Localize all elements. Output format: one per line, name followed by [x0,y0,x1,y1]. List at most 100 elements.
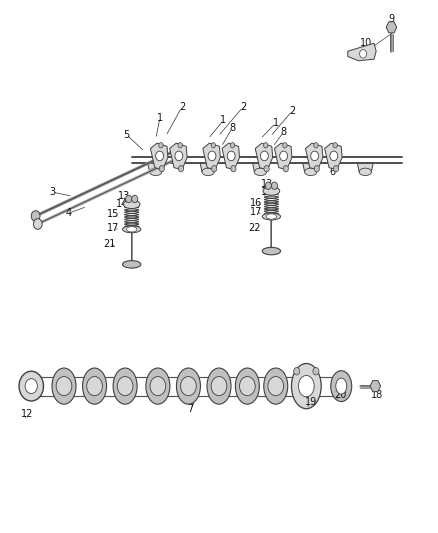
Circle shape [159,143,163,148]
Ellipse shape [264,368,288,404]
Text: 7: 7 [187,404,194,414]
Polygon shape [203,143,220,169]
Text: 18: 18 [371,390,383,400]
Ellipse shape [207,368,231,404]
Text: 17: 17 [250,207,262,217]
Polygon shape [386,22,397,33]
Circle shape [360,50,367,58]
Text: 15: 15 [107,209,120,220]
Text: 14: 14 [261,187,273,197]
Text: 4: 4 [65,208,71,219]
Text: 12: 12 [21,409,33,419]
Circle shape [272,182,278,189]
Circle shape [178,165,184,172]
Circle shape [293,368,300,375]
Circle shape [280,151,288,161]
Circle shape [155,151,163,161]
Circle shape [333,165,339,172]
Circle shape [333,143,337,148]
Text: 16: 16 [250,198,262,208]
Text: 2: 2 [179,102,185,112]
Ellipse shape [150,168,162,175]
Text: 21: 21 [103,239,115,249]
Circle shape [265,182,272,189]
Polygon shape [370,381,381,392]
Ellipse shape [266,214,277,219]
Ellipse shape [56,376,72,395]
Polygon shape [253,164,268,172]
Text: 17: 17 [107,223,120,233]
Polygon shape [150,143,168,169]
Ellipse shape [262,213,281,220]
Text: 8: 8 [281,127,287,137]
Circle shape [227,151,235,161]
Circle shape [19,371,43,401]
Ellipse shape [298,375,314,397]
Ellipse shape [263,187,280,195]
Circle shape [33,219,42,229]
Text: 20: 20 [334,390,346,400]
Circle shape [311,151,318,161]
Text: 2: 2 [289,106,296,116]
Circle shape [178,143,182,148]
Circle shape [330,151,338,161]
Circle shape [159,165,164,172]
Text: 9: 9 [389,14,395,25]
Text: 13: 13 [118,191,130,201]
Circle shape [211,143,215,148]
Circle shape [313,368,319,375]
Ellipse shape [211,376,227,395]
Text: 5: 5 [124,130,130,140]
Text: 6: 6 [329,167,336,177]
Text: 19: 19 [304,397,317,407]
Ellipse shape [87,376,102,395]
Ellipse shape [124,200,140,208]
Text: 1: 1 [273,118,279,128]
Text: 8: 8 [229,123,235,133]
Circle shape [314,165,319,172]
Ellipse shape [359,168,371,175]
Ellipse shape [262,247,281,255]
Polygon shape [170,143,187,169]
Circle shape [208,151,216,161]
Text: 10: 10 [360,38,372,48]
Polygon shape [357,164,373,172]
Polygon shape [275,143,292,169]
Circle shape [175,151,183,161]
Polygon shape [200,164,216,172]
Ellipse shape [331,370,352,401]
Ellipse shape [235,368,259,404]
Circle shape [283,143,287,148]
Ellipse shape [336,378,347,394]
Ellipse shape [180,376,196,395]
Ellipse shape [304,168,317,175]
Ellipse shape [291,364,321,409]
Circle shape [261,151,268,161]
Circle shape [314,143,318,148]
Ellipse shape [240,376,255,395]
Text: 1: 1 [220,115,226,125]
Ellipse shape [202,168,214,175]
Circle shape [176,153,184,163]
Text: 2: 2 [240,102,246,112]
Ellipse shape [113,368,137,404]
Circle shape [25,378,37,393]
Text: 13: 13 [261,179,273,189]
Circle shape [231,165,236,172]
Ellipse shape [52,368,76,404]
Polygon shape [222,143,240,169]
Circle shape [126,195,132,203]
Circle shape [264,143,268,148]
Ellipse shape [82,368,106,404]
Polygon shape [305,143,323,169]
Ellipse shape [146,368,170,404]
Ellipse shape [268,376,284,395]
Text: 1: 1 [157,112,163,123]
Circle shape [283,165,288,172]
Circle shape [31,211,40,221]
Polygon shape [325,143,342,169]
Ellipse shape [254,168,267,175]
Text: 3: 3 [49,187,55,197]
Ellipse shape [177,368,201,404]
Circle shape [173,145,181,155]
